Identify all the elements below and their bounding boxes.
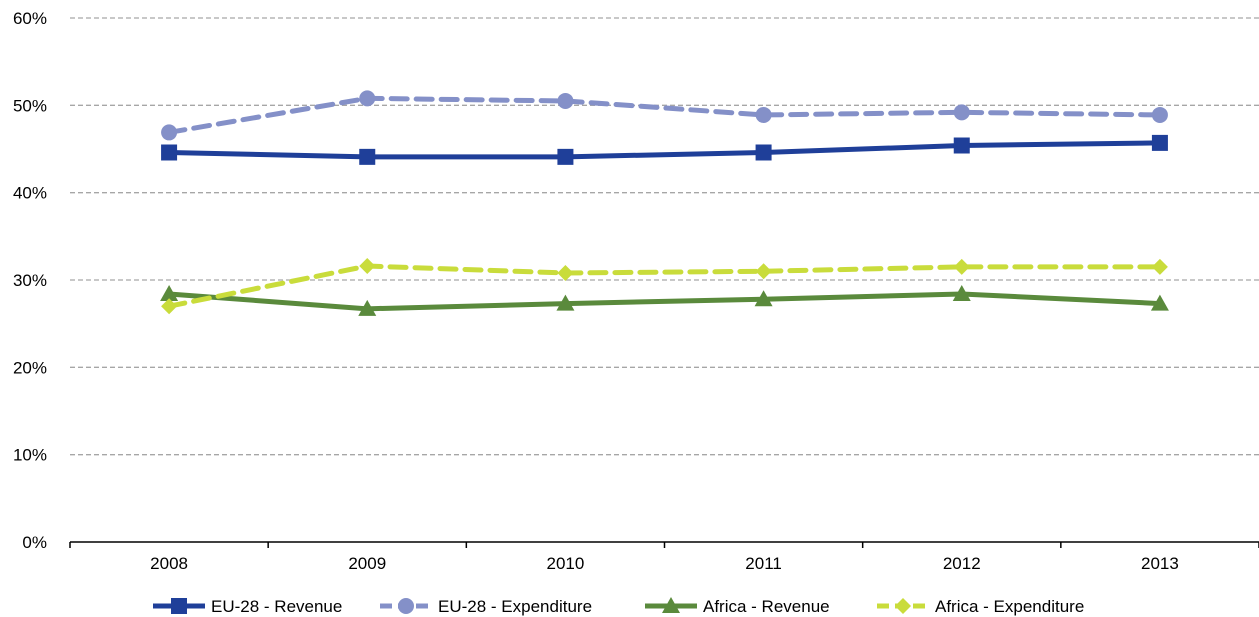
y-tick-label: 60% (13, 9, 47, 28)
y-tick-label: 20% (13, 358, 47, 377)
x-tick-label: 2012 (943, 554, 981, 573)
data-point (359, 90, 376, 107)
data-point (1151, 134, 1168, 151)
series-line (166, 263, 1163, 309)
data-point (755, 106, 772, 123)
series-line (166, 95, 1163, 135)
legend-item: Africa - Expenditure (877, 597, 1084, 616)
series-line (169, 140, 1160, 160)
series-eu-28-revenue (161, 134, 1168, 165)
legend-label: Africa - Expenditure (935, 597, 1084, 616)
series-line (168, 291, 1161, 312)
gridlines (70, 17, 1259, 456)
data-point (755, 263, 772, 280)
series-lines (160, 90, 1169, 316)
data-point (953, 104, 970, 121)
x-tick-label: 2011 (745, 554, 782, 573)
x-axis-tick-labels: 2008 2009 2010 2011 2012 2013 (150, 554, 1179, 573)
y-tick-label: 0% (22, 533, 47, 552)
x-tick-label: 2008 (150, 554, 188, 573)
data-point (557, 265, 574, 282)
data-point (160, 284, 179, 301)
data-point (1151, 258, 1168, 275)
x-axis (69, 541, 1259, 548)
data-point (359, 258, 376, 275)
x-tick-label: 2010 (547, 554, 585, 573)
data-point (1151, 106, 1168, 123)
x-tick-label: 2013 (1141, 554, 1179, 573)
legend-marker (171, 598, 187, 614)
data-point (557, 92, 574, 109)
series-africa-expenditure (161, 258, 1168, 315)
data-point (755, 144, 772, 161)
data-point (556, 294, 575, 311)
legend: EU-28 - Revenue EU-28 - Expenditure Africa… (153, 597, 1084, 616)
series-eu-28-expenditure (161, 90, 1168, 141)
x-tick-label: 2009 (348, 554, 386, 573)
legend-label: EU-28 - Revenue (211, 597, 342, 616)
legend-item: Africa - Revenue (645, 597, 830, 616)
legend-marker (895, 598, 911, 614)
series-africa-revenue (160, 284, 1169, 316)
legend-label: EU-28 - Expenditure (438, 597, 592, 616)
data-point (161, 124, 178, 141)
data-point (952, 284, 971, 301)
legend-item: EU-28 - Expenditure (380, 597, 592, 616)
legend-marker (398, 598, 414, 614)
data-point (358, 299, 377, 316)
data-point (1150, 294, 1169, 311)
y-axis-tick-labels: 0% 10% 20% 30% 40% 50% 60% (13, 9, 47, 552)
y-tick-label: 40% (13, 184, 47, 203)
legend-label: Africa - Revenue (703, 597, 830, 616)
legend-item: EU-28 - Revenue (153, 597, 342, 616)
y-tick-label: 30% (13, 271, 47, 290)
data-point (161, 298, 178, 315)
y-tick-label: 50% (13, 96, 47, 115)
data-point (953, 137, 970, 154)
data-point (557, 148, 574, 165)
data-point (953, 258, 970, 275)
data-point (359, 148, 376, 165)
legend-marker (662, 597, 680, 613)
y-tick-label: 10% (13, 446, 47, 465)
data-point (161, 144, 178, 161)
data-point (754, 290, 773, 307)
